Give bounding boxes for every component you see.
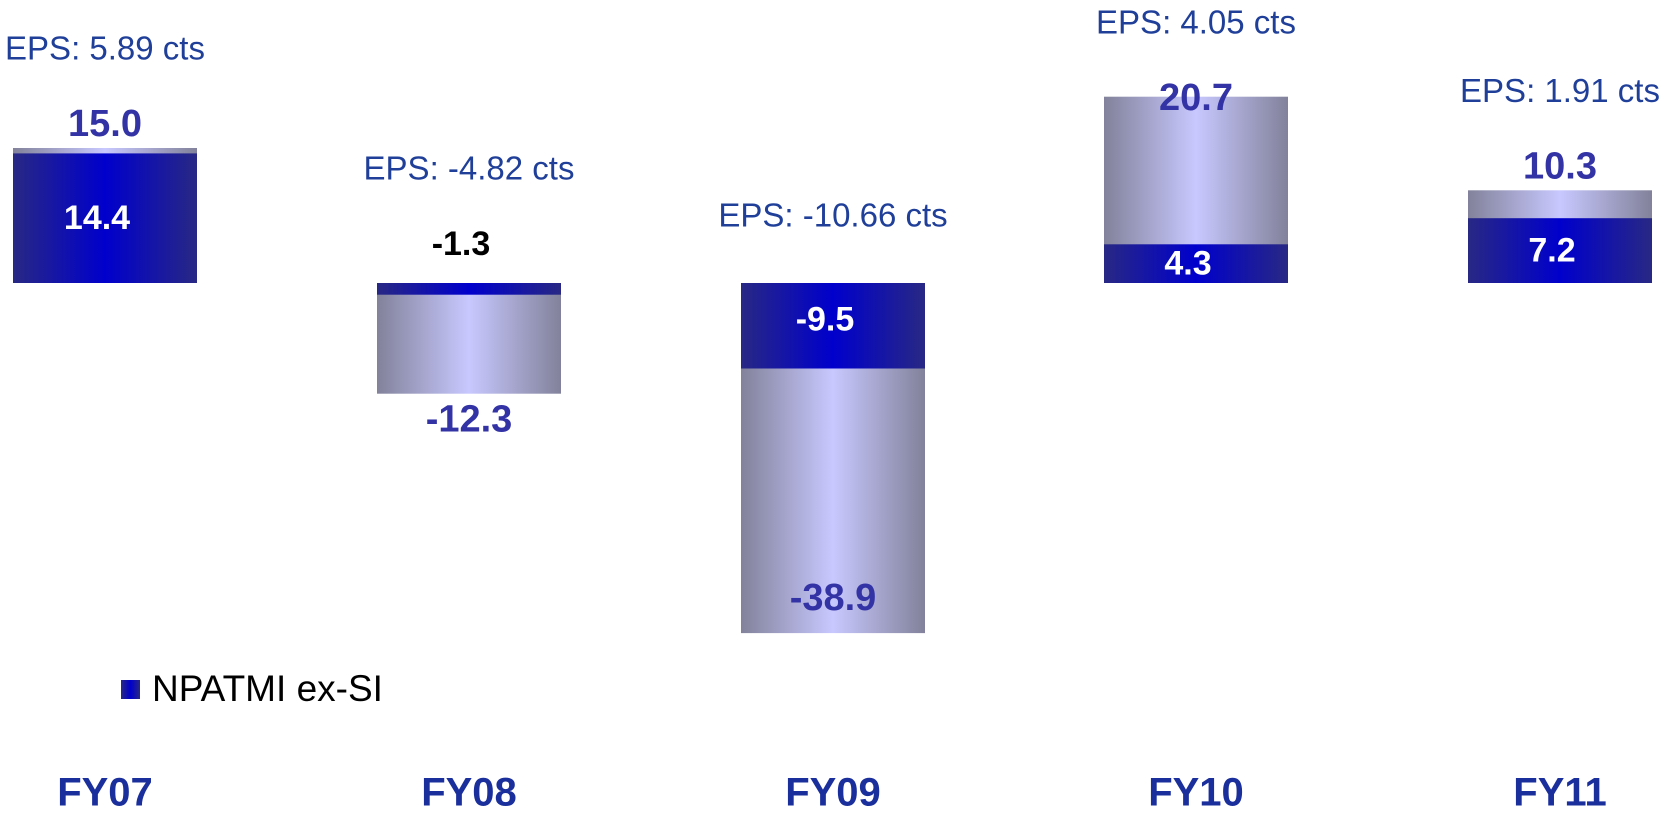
ex-si-label: 4.3 — [1164, 245, 1211, 283]
eps-annotation: EPS: 5.89 cts — [5, 30, 205, 67]
ex-si-bar — [1104, 244, 1288, 283]
ex-si-label: 14.4 — [64, 199, 130, 237]
x-tick-label: FY10 — [1148, 771, 1244, 815]
eps-annotation: EPS: 1.91 cts — [1460, 72, 1660, 109]
ex-si-bar — [741, 283, 925, 369]
total-label: -38.9 — [790, 577, 877, 619]
total-bar — [377, 283, 561, 394]
total-label: 15.0 — [68, 103, 142, 145]
x-tick-label: FY11 — [1513, 771, 1606, 815]
ex-si-label: -1.3 — [432, 225, 491, 263]
ex-si-bar — [13, 153, 197, 283]
eps-annotation: EPS: -4.82 cts — [364, 150, 575, 187]
legend-label: NPATMI ex-SI — [152, 668, 383, 709]
ex-si-label: 7.2 — [1528, 232, 1575, 270]
eps-annotation: EPS: 4.05 cts — [1096, 4, 1296, 41]
x-tick-label: FY08 — [421, 771, 517, 815]
ex-si-bar — [1468, 218, 1652, 283]
eps-annotation: EPS: -10.66 cts — [718, 197, 947, 234]
total-label: 20.7 — [1159, 77, 1233, 119]
total-label: -12.3 — [426, 399, 513, 441]
legend-swatch — [121, 680, 140, 699]
total-label: 10.3 — [1523, 145, 1597, 187]
ex-si-bar — [377, 283, 561, 295]
ex-si-label: -9.5 — [796, 301, 855, 339]
x-tick-label: FY09 — [785, 771, 881, 815]
x-tick-label: FY07 — [57, 771, 153, 815]
